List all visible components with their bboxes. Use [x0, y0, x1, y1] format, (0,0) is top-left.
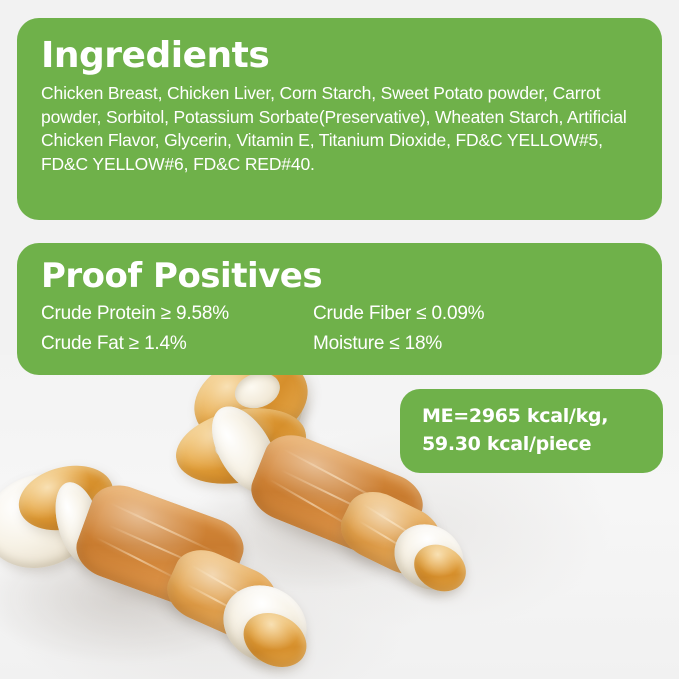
ingredients-body: Chicken Breast, Chicken Liver, Corn Star… [41, 83, 627, 174]
metabolizable-energy-card: ME=2965 kcal/kg, 59.30 kcal/piece [400, 389, 663, 473]
energy-line-per-kg: ME=2965 kcal/kg, [422, 405, 609, 427]
proof-item-crude-protein: Crude Protein ≥ 9.58% [41, 303, 229, 324]
proof-item-crude-fiber: Crude Fiber ≤ 0.09% [313, 303, 485, 324]
proof-item-moisture: Moisture ≤ 18% [313, 333, 443, 354]
proof-positives-grid: Crude Protein ≥ 9.58% Crude Fiber ≤ 0.09… [41, 299, 638, 359]
proof-positives-title: Proof Positives [41, 256, 323, 296]
proof-positives-card: Proof Positives Crude Protein ≥ 9.58% Cr… [17, 243, 662, 375]
proof-item-crude-fat: Crude Fat ≥ 1.4% [41, 333, 187, 354]
energy-line-per-piece: 59.30 kcal/piece [422, 433, 592, 455]
ingredients-card: Ingredients Chicken Breast, Chicken Live… [17, 18, 662, 220]
ingredients-title: Ingredients [41, 35, 270, 76]
treat-lower [0, 453, 321, 679]
